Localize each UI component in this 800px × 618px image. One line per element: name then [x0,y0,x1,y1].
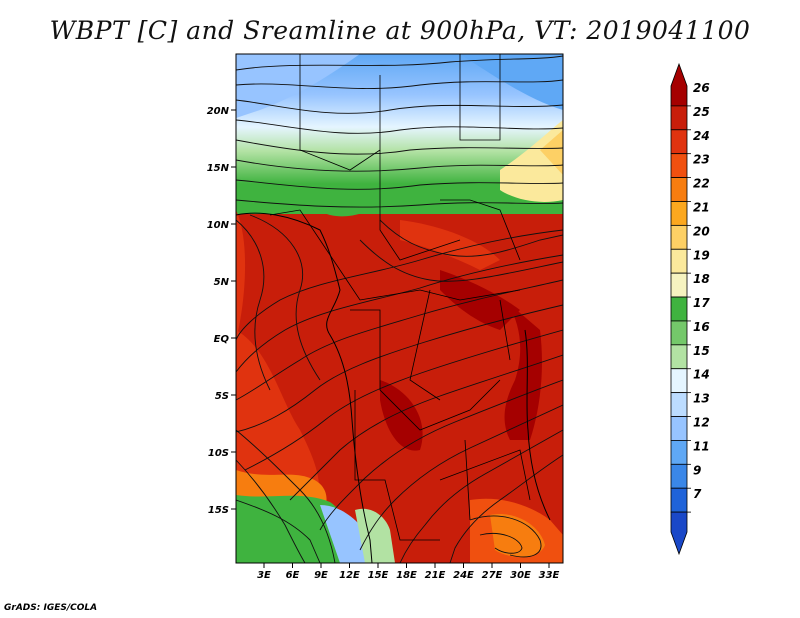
colorbar-segment [670,440,688,465]
lat-label: 15N [207,163,230,174]
colorbar-segment [670,224,688,250]
colorbar-label: 15 [693,344,710,358]
lon-label: 33E [539,570,560,581]
lat-label: 20N [207,106,230,117]
lat-label: 15S [208,505,229,516]
lon-label: 6E [286,570,300,581]
lon-label: 18E [396,570,417,581]
colorbar-label: 16 [693,320,710,334]
streamlines [236,55,563,563]
colorbar-segment [670,129,688,155]
colorbar-segment [670,416,688,441]
colorbar-segment [670,177,688,202]
country-borders [269,54,531,541]
colorbar-segment [670,105,688,131]
colorbar-segment [670,272,688,298]
lon-label: 24E [453,570,474,581]
colorbar-segment [670,511,688,556]
colorbar-label: 7 [693,487,702,501]
lat-label: 10N [207,220,230,231]
colorbar-label: 26 [693,81,710,95]
colorbar-legend: 26 25 24 23 22 21 20 19 18 17 16 15 14 13 12 11 9 7 [670,62,710,556]
map-frame [235,53,564,564]
colorbar-segment [670,368,688,394]
lon-label: 3E [257,570,271,581]
colorbar-label: 11 [693,439,710,453]
lat-label: 10S [208,448,229,459]
longitude-axis: 3E 6E 9E 12E 15E 18E 21E 24E 27E 30E 33E [257,563,560,581]
wbpt-field [236,54,563,563]
colorbar-label: 25 [693,105,710,119]
lon-label: 9E [314,570,328,581]
lat-label: EQ [214,334,230,345]
coastline [236,212,551,563]
lon-label: 27E [482,570,503,581]
colorbar-label: 22 [693,177,710,191]
colorbar-segment [670,463,688,489]
colorbar-label: 23 [693,153,710,167]
colorbar-label: 13 [693,392,710,406]
latitude-axis: 20N 15N 10N 5N EQ 5S 10S 15S [207,106,236,516]
footer-credit: GrADS: IGES/COLA [4,603,98,613]
lon-label: 15E [368,570,389,581]
lon-label: 12E [339,570,360,581]
lon-label: 30E [510,570,531,581]
colorbar-segment [670,296,688,322]
colorbar-label: 21 [693,200,710,214]
colorbar-segment [670,320,688,346]
colorbar-label: 12 [693,416,710,430]
colorbar-label: 18 [693,272,710,286]
colorbar-label: 9 [693,463,701,477]
colorbar-segment [670,344,688,370]
colorbar-label: 17 [693,296,710,310]
chart-title: WBPT [C] and Sreamline at 900hPa, VT: 20… [49,16,751,45]
colorbar-segment [670,62,688,107]
lat-label: 5S [215,391,229,402]
colorbar-segment [670,248,688,274]
colorbar-segment [670,153,688,178]
colorbar-segment [670,487,688,513]
colorbar-segment [670,392,688,417]
lon-label: 21E [425,570,446,581]
colorbar-label: 20 [693,224,710,238]
colorbar-segment [670,201,688,226]
colorbar-label: 24 [693,129,710,143]
colorbar-label: 14 [693,368,710,382]
lat-label: 5N [214,277,230,288]
colorbar-label: 19 [693,248,710,262]
